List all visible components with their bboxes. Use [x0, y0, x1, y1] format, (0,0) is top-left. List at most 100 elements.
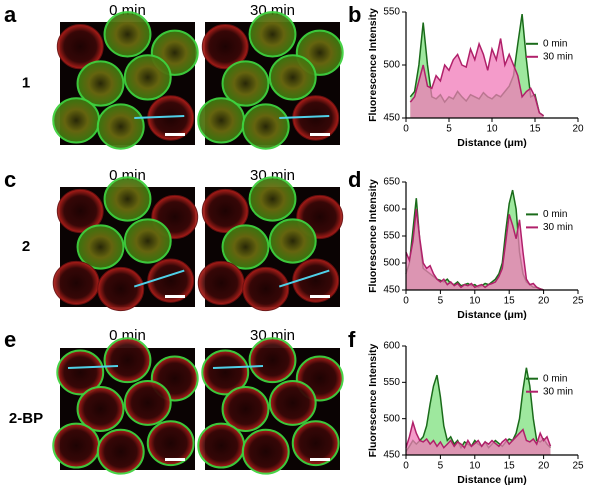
y-tick-label: 450 [383, 450, 400, 461]
cell [292, 258, 340, 303]
y-tick-label: 500 [383, 258, 400, 269]
y-axis-label: Fluorescence Intensity [367, 179, 379, 293]
cell [268, 54, 317, 101]
cell [197, 97, 246, 144]
cell [201, 349, 250, 396]
legend-label: 30 min [543, 222, 573, 233]
cell [241, 428, 290, 475]
x-axis-label: Distance (μm) [457, 137, 526, 149]
x-tick-label: 15 [504, 461, 516, 472]
cell [52, 422, 101, 469]
line-scan [279, 114, 330, 119]
y-tick-label: 650 [383, 177, 400, 188]
cell [52, 97, 101, 144]
x-tick-label: 15 [529, 124, 541, 135]
x-tick-label: 25 [572, 461, 584, 472]
scale-bar [165, 133, 185, 136]
x-axis-label: Distance (μm) [457, 474, 526, 486]
cell [146, 420, 195, 467]
panel-letter: b [348, 2, 361, 27]
x-tick-label: 5 [438, 296, 444, 307]
cell [268, 218, 317, 264]
cell [76, 60, 125, 107]
line-scan [278, 269, 330, 288]
cell [242, 266, 290, 312]
x-tick-label: 0 [403, 124, 409, 135]
cell [96, 103, 145, 150]
series-line [409, 38, 545, 117]
scale-bar [165, 458, 185, 461]
panel-letter: a [4, 2, 17, 27]
cell [201, 188, 249, 234]
cell [248, 11, 297, 58]
legend-label: 0 min [543, 373, 567, 384]
cell [291, 420, 340, 467]
cell [197, 422, 246, 469]
panel-letter: d [348, 167, 361, 192]
cell [221, 60, 270, 107]
cell [123, 379, 172, 426]
cell [103, 11, 152, 58]
line-scan [212, 365, 264, 369]
y-tick-label: 450 [383, 113, 400, 124]
x-axis-label: Distance (μm) [457, 309, 526, 321]
x-tick-label: 5 [446, 124, 452, 135]
line-scan [67, 365, 119, 369]
x-tick-label: 15 [504, 296, 516, 307]
y-tick-label: 600 [383, 341, 400, 352]
line-scan [133, 269, 185, 288]
legend-label: 0 min [543, 209, 567, 220]
y-axis-label: Fluorescence Intensity [367, 343, 379, 457]
cell [147, 258, 195, 303]
scale-bar [310, 295, 330, 298]
series-line [405, 208, 544, 291]
cell [221, 386, 270, 432]
x-tick-label: 25 [572, 296, 584, 307]
y-tick-label: 500 [383, 413, 400, 424]
x-tick-label: 0 [403, 296, 409, 307]
legend-label: 30 min [543, 51, 573, 62]
cell [76, 386, 125, 432]
y-tick-label: 550 [383, 231, 400, 242]
cell [201, 23, 249, 70]
x-tick-label: 5 [438, 461, 444, 472]
compound-label: 2 [22, 238, 30, 255]
y-tick-label: 450 [383, 285, 400, 296]
cell [197, 260, 245, 306]
y-tick-label: 550 [383, 7, 400, 18]
y-tick-label: 500 [383, 60, 400, 71]
x-tick-label: 10 [469, 461, 481, 472]
cell [241, 103, 290, 150]
line-scan [134, 114, 185, 119]
series-area [406, 209, 544, 290]
scale-bar [310, 458, 330, 461]
cell [97, 266, 145, 312]
scale-bar [310, 133, 330, 136]
compound-label: 1 [22, 74, 30, 91]
series-line [405, 419, 552, 449]
cell [103, 176, 152, 222]
panel-letter: f [348, 327, 356, 352]
legend-label: 0 min [543, 38, 567, 49]
compound-label: 2-BP [9, 410, 43, 427]
legend-label: 30 min [543, 386, 573, 397]
y-tick-label: 600 [383, 204, 400, 215]
cell [248, 337, 297, 384]
cell [56, 188, 104, 234]
cell [56, 349, 105, 396]
cell [123, 54, 172, 101]
cell [103, 337, 152, 384]
cell [123, 218, 172, 264]
x-tick-label: 10 [486, 124, 498, 135]
x-tick-label: 20 [538, 296, 550, 307]
y-tick-label: 550 [383, 377, 400, 388]
cell [96, 428, 145, 475]
scale-bar [165, 295, 185, 298]
panel-letter: e [4, 327, 16, 352]
series-area [406, 367, 551, 455]
time-label: 30 min [250, 327, 295, 344]
cell [76, 224, 125, 270]
cell [221, 224, 270, 270]
y-axis-label: Fluorescence Intensity [367, 8, 379, 122]
